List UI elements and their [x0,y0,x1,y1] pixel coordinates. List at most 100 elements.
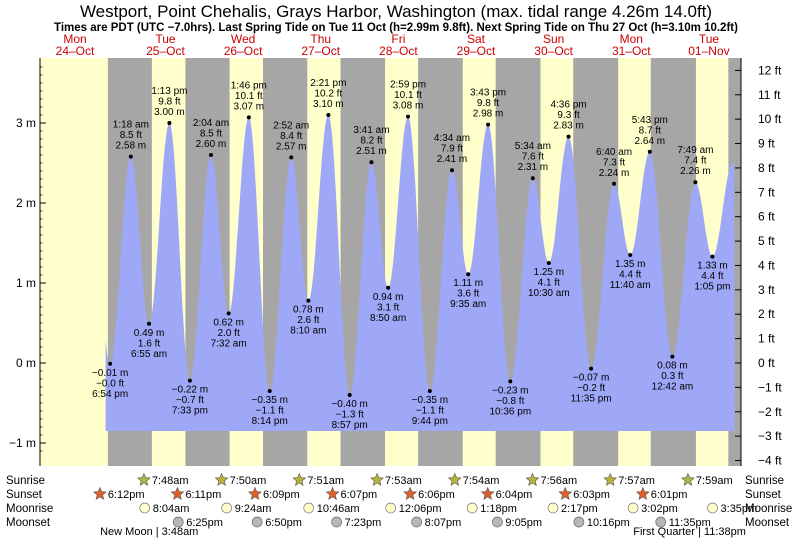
sunset-icon [170,486,185,500]
row-label-left: Sunrise [6,475,45,487]
tide-label: −1.1 ft [256,406,284,417]
tide-label: 11:35 pm [571,394,612,405]
tide-label: 2.60 m [196,139,227,150]
right-tick-label: 11 ft [758,88,781,102]
tide-label: −0.8 ft [496,396,524,407]
moonset-icon [411,516,422,528]
tide-label: 7:33 pm [172,406,208,417]
tide-point [628,253,633,257]
tide-point [386,285,391,290]
tide-label: 10.1 ft [394,90,422,101]
tide-label: 3.1 ft [377,302,399,313]
tide-label: 4.4 ft [701,271,723,282]
moonset-icon [331,516,342,528]
right-tick-label: 8 ft [758,161,775,175]
sunset-time: 6:03pm [573,489,610,501]
day-name: Tue [699,32,720,46]
tide-label: 0.49 m [134,328,165,339]
row-label-right: Moonrise [745,503,792,515]
sunset-time: 6:04pm [496,489,533,501]
right-tick-label: 7 ft [758,185,775,199]
moonset-time: 11:35pm [669,517,711,529]
moonrise-icon [139,502,151,514]
tide-label: 8:10 am [290,326,326,337]
tide-label: 3:43 pm [470,88,506,99]
tide-label: 2.31 m [518,162,549,173]
sunrise-time: 7:57am [618,475,655,487]
tide-label: 10:36 pm [489,406,531,417]
tide-point [670,354,675,359]
tide-label: 1:46 pm [231,80,267,91]
sunset-time: 6:11pm [185,489,221,501]
tide-point [147,321,152,326]
tide-point [427,389,432,393]
tide-point [347,393,352,397]
moonrise-icon [627,502,639,514]
tide-label: −0.40 m [331,399,367,410]
tide-point [289,155,294,160]
moonset-time: 7:23pm [345,517,382,529]
tide-label: 2:52 am [273,120,309,131]
right-tick-label: 4 ft [758,258,775,272]
tide-label: 2.83 m [553,121,584,132]
right-tick-label: −2 ft [758,405,782,419]
tide-point [246,115,251,120]
tide-point [326,113,331,117]
chart-subtitle: Times are PDT (UTC −7.0hrs). Last Spring… [54,22,738,34]
right-tick-label: 9 ft [758,137,775,151]
tide-label: −1.3 ft [336,410,364,421]
tide-label: 2.41 m [437,154,468,165]
tide-label: −0.01 m [92,368,128,379]
day-date: 26–Oct [224,44,263,58]
tide-label: 3.6 ft [457,289,479,300]
tide-label: 10:30 am [528,288,570,299]
left-axis: −1 m 0 m 1 m 2 m 3 m [9,58,46,466]
right-tick-label: −1 ft [758,380,782,394]
moonrise-time: 2:17pm [561,503,598,515]
tide-point [226,311,231,316]
plot-area [40,58,741,466]
tide-label: 0.78 m [293,305,324,316]
tide-label: 8.2 ft [360,136,382,147]
tide-point [167,121,172,125]
day-name: Thu [310,32,331,46]
tide-label: 1.25 m [534,267,565,278]
tide-label: 2.6 ft [297,315,319,326]
tide-label: 2:04 am [193,118,229,129]
tide-label: 0.94 m [373,292,404,303]
tide-label: 2:59 pm [390,80,426,91]
sunset-time: 6:06pm [418,489,455,501]
tide-label: 2.64 m [635,136,666,147]
tide-point [267,389,272,393]
tide-label: 12:42 am [652,382,694,393]
tide-label: 11:40 am [610,280,651,291]
tide-label: 8.5 ft [120,130,142,141]
day-name: Sat [467,32,486,46]
tide-label: 8:50 am [370,313,406,324]
tide-label: −0.23 m [492,385,528,396]
moon-phase-label: New Moon | 3:48am [100,526,198,538]
tide-point [546,261,551,265]
moonrise-time: 10:46am [317,503,360,515]
moonrise-icon [547,502,559,514]
sunset-icon [403,486,418,500]
moonset-time: 6:25pm [186,517,223,529]
right-tick-label: 2 ft [758,307,775,321]
moonrise-icon [303,502,315,514]
sunrise-icon [136,472,151,486]
row-label-right: Sunset [745,489,782,501]
tide-label: 1.6 ft [138,338,160,349]
sunrise-icon [681,472,695,486]
tide-label: 3.10 m [313,99,344,110]
tide-point [647,149,652,154]
day-date: 29–Oct [457,44,496,58]
tide-label: 2.0 ft [218,328,240,339]
tide-label: 9:35 am [450,299,486,310]
tide-label: 10.2 ft [314,89,342,100]
tide-point [486,122,491,127]
tide-label: −0.2 ft [577,383,605,394]
tide-point [566,134,571,139]
sunrise-time: 7:56am [540,475,577,487]
sunrise-time: 7:50am [230,475,267,487]
tide-point [508,379,513,384]
